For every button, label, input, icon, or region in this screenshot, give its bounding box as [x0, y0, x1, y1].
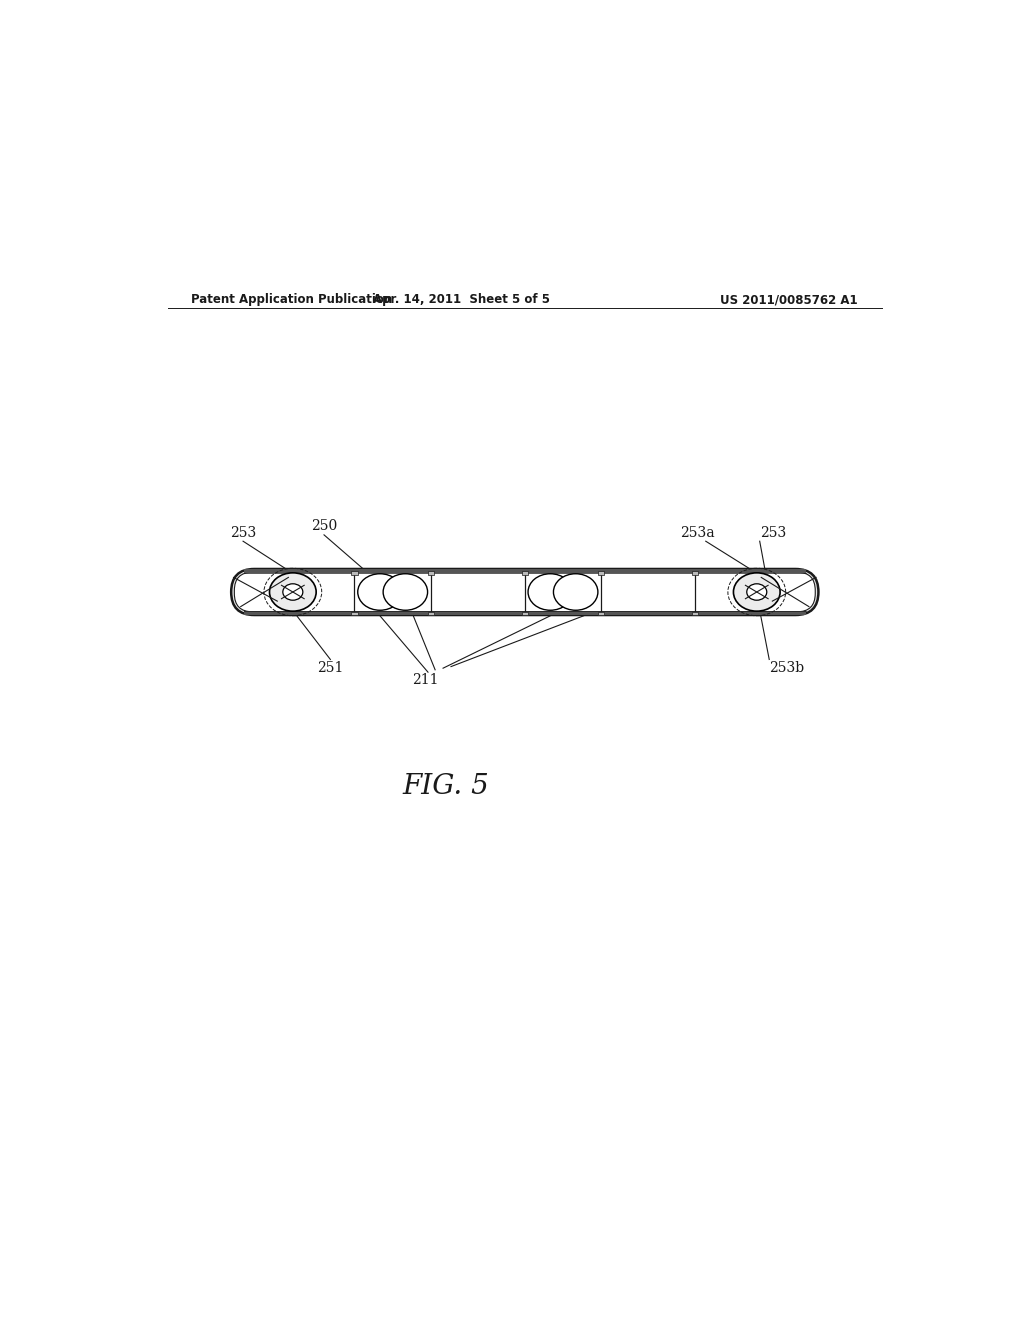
- Ellipse shape: [553, 574, 598, 610]
- Text: 253b: 253b: [769, 661, 805, 675]
- Bar: [351, 572, 357, 574]
- Ellipse shape: [383, 574, 428, 610]
- Ellipse shape: [528, 574, 572, 610]
- Bar: [521, 572, 528, 574]
- Text: 211: 211: [413, 673, 439, 686]
- FancyBboxPatch shape: [231, 569, 818, 615]
- Bar: [351, 612, 357, 615]
- Text: 253: 253: [230, 525, 256, 540]
- Text: Apr. 14, 2011  Sheet 5 of 5: Apr. 14, 2011 Sheet 5 of 5: [373, 293, 550, 306]
- Bar: [692, 612, 698, 615]
- FancyBboxPatch shape: [234, 572, 815, 612]
- Text: FIG. 5: FIG. 5: [402, 774, 488, 800]
- Text: US 2011/0085762 A1: US 2011/0085762 A1: [721, 293, 858, 306]
- Bar: [428, 572, 434, 574]
- Ellipse shape: [269, 573, 316, 611]
- Ellipse shape: [746, 583, 767, 601]
- Text: Patent Application Publication: Patent Application Publication: [191, 293, 393, 306]
- Text: 253a: 253a: [681, 525, 715, 540]
- Ellipse shape: [283, 583, 303, 601]
- Bar: [598, 572, 604, 574]
- Bar: [428, 612, 434, 615]
- Text: 253: 253: [760, 525, 786, 540]
- Bar: [692, 572, 698, 574]
- Bar: [244, 569, 806, 573]
- Bar: [521, 612, 528, 615]
- Text: 251: 251: [317, 661, 344, 675]
- Bar: [244, 611, 806, 615]
- Bar: [598, 612, 604, 615]
- Ellipse shape: [357, 574, 402, 610]
- Text: 250: 250: [311, 519, 337, 533]
- Ellipse shape: [733, 573, 780, 611]
